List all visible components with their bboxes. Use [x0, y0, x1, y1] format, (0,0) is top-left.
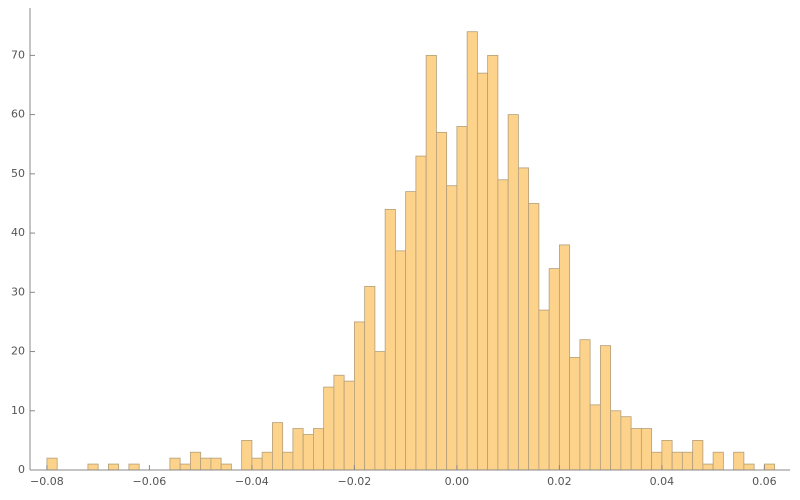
bar — [241, 439, 253, 471]
bar — [476, 72, 489, 471]
y-tick-label: 30 — [11, 285, 25, 298]
bar — [282, 451, 294, 471]
bar — [128, 463, 140, 471]
bar — [312, 428, 325, 471]
bar — [743, 463, 755, 471]
bar — [374, 351, 386, 471]
bar — [343, 380, 355, 471]
bar — [405, 191, 417, 471]
x-tick-label: 0.00 — [445, 475, 470, 488]
x-tick-label: −0.08 — [30, 475, 64, 488]
bar — [364, 285, 376, 471]
bar — [353, 321, 366, 471]
bar — [640, 428, 653, 471]
bar — [702, 463, 714, 471]
bar — [425, 54, 437, 471]
x-tick-label: −0.06 — [133, 475, 167, 488]
bar — [446, 185, 458, 471]
bar — [466, 31, 478, 471]
bar — [651, 451, 663, 471]
y-tick-label: 40 — [11, 226, 25, 239]
bar — [589, 404, 601, 471]
bar — [210, 457, 222, 471]
bar — [507, 114, 519, 471]
y-tick-label: 50 — [11, 167, 25, 180]
bar — [87, 463, 99, 471]
bar — [681, 451, 694, 471]
bar — [415, 155, 427, 471]
bar — [190, 451, 202, 471]
bar — [261, 451, 273, 471]
bar — [610, 410, 622, 471]
bar — [384, 208, 396, 471]
bar — [302, 434, 314, 471]
bar — [763, 463, 776, 471]
x-tick-label: 0.02 — [547, 475, 572, 488]
bar — [487, 54, 499, 471]
bar — [251, 457, 263, 471]
bar — [712, 451, 724, 471]
bar — [558, 244, 571, 471]
bar — [579, 339, 591, 471]
bar — [220, 463, 232, 471]
bar — [323, 386, 335, 471]
bar — [456, 126, 468, 471]
bar — [599, 345, 612, 471]
bar — [569, 357, 581, 471]
bar — [733, 451, 745, 471]
x-tick-label: −0.04 — [235, 475, 269, 488]
y-tick-label: 60 — [11, 108, 25, 121]
bar — [394, 250, 407, 471]
bar — [692, 439, 704, 471]
bar — [435, 131, 448, 471]
x-tick-label: −0.02 — [338, 475, 372, 488]
bar — [272, 422, 284, 471]
bar — [333, 374, 345, 471]
x-tick-label: 0.04 — [650, 475, 675, 488]
bar — [671, 451, 683, 471]
bar — [179, 463, 191, 471]
y-tick-label: 0 — [18, 463, 25, 476]
bar — [548, 268, 560, 471]
bar — [200, 457, 212, 471]
bar — [497, 179, 509, 471]
bar — [620, 416, 632, 471]
bar — [517, 167, 530, 471]
bar — [528, 203, 540, 471]
bar — [46, 457, 58, 471]
bar — [661, 439, 673, 471]
x-tick-label: 0.06 — [752, 475, 777, 488]
bar — [292, 428, 304, 471]
y-tick-label: 70 — [11, 48, 25, 61]
y-tick-label: 10 — [11, 404, 25, 417]
bar — [169, 457, 181, 471]
y-tick-label: 20 — [11, 345, 25, 358]
bar — [630, 428, 642, 471]
bar — [108, 463, 120, 471]
bar — [538, 309, 550, 471]
